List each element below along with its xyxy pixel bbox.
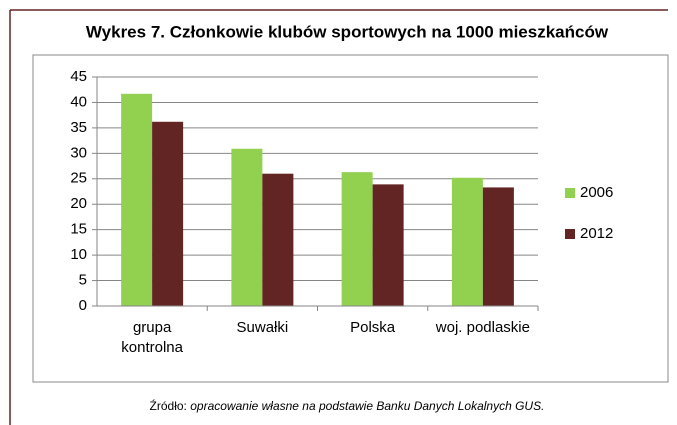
legend-swatch [565,229,575,239]
bar [451,177,483,306]
y-tick-label: 20 [70,195,87,212]
bar [121,93,153,306]
x-tick-label: grupa kontrolna [121,319,183,356]
bar [372,184,404,306]
bar [262,173,294,306]
source-text: opracowanie własne na podstawie Banku Da… [190,399,544,413]
legend-swatch [565,188,575,198]
chart-title: Wykres 7. Członkowie klubów sportowych n… [86,22,609,41]
legend-label: 2012 [580,225,613,242]
y-tick-label: 5 [79,272,87,289]
chart-border [32,54,669,383]
bar [231,148,263,306]
y-tick-label: 15 [70,221,87,238]
y-tick-label: 25 [70,170,87,187]
y-tick-label: 30 [70,144,87,161]
bar [482,187,514,306]
x-tick-label: woj. podlaskie [435,319,530,336]
source-label: Źródło: [150,398,187,413]
legend-label: 2006 [580,184,613,201]
source: Źródło: opracowanie własne na podstawie … [150,398,545,413]
bar [152,121,184,306]
x-tick-label: Suwałki [236,319,289,336]
y-tick-label: 35 [70,119,87,136]
y-tick-label: 0 [79,297,87,314]
y-tick-label: 40 [70,93,87,110]
x-tick-label: Polska [350,319,396,336]
y-tick-label: 45 [70,68,87,85]
y-tick-label: 10 [70,246,87,263]
bar [341,172,373,306]
